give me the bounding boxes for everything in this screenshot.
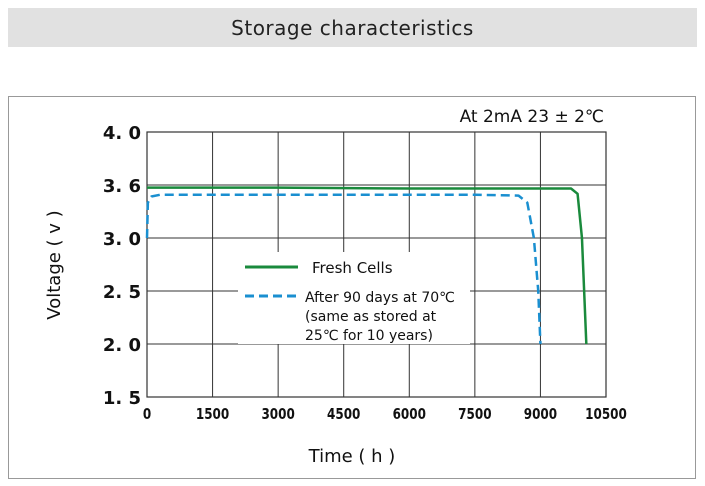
legend-label-after-storage: After 90 days at 70℃ — [305, 290, 455, 306]
y-axis-label: Voltage ( v ) — [44, 210, 65, 319]
x-tick-label: 0 — [143, 406, 151, 424]
x-tick-label: 4500 — [327, 406, 360, 424]
x-tick-label: 7500 — [458, 406, 491, 424]
y-tick-label: 2. 5 — [103, 282, 141, 303]
legend-label-after-storage: 25℃ for 10 years) — [305, 328, 433, 344]
x-tick-label: 6000 — [393, 406, 426, 424]
chart-title: Storage characteristics — [231, 15, 474, 40]
y-tick-label: 3. 0 — [103, 229, 141, 250]
x-tick-label: 1500 — [196, 406, 229, 424]
series-line-after-storage — [145, 193, 542, 345]
x-tick-label: 3000 — [261, 406, 294, 424]
y-tick-label: 3. 6 — [103, 176, 141, 197]
x-axis-label: Time ( h ) — [308, 446, 396, 467]
condition-annotation: At 2mA 23 ± 2℃ — [460, 107, 604, 127]
y-tick-label: 4. 0 — [103, 123, 141, 144]
chart-title-bar: Storage characteristics — [8, 8, 697, 47]
x-tick-label: 10500 — [585, 406, 627, 424]
y-tick-label: 2. 0 — [103, 335, 141, 356]
plot-area — [146, 131, 607, 398]
x-tick-label: 9000 — [524, 406, 557, 424]
legend-label-after-storage: (same as stored at — [305, 309, 437, 325]
chart-frame — [8, 96, 696, 479]
series-line-fresh-cells — [147, 186, 588, 345]
legend-label-fresh-cells: Fresh Cells — [312, 259, 393, 277]
y-tick-label: 1. 5 — [103, 388, 141, 409]
